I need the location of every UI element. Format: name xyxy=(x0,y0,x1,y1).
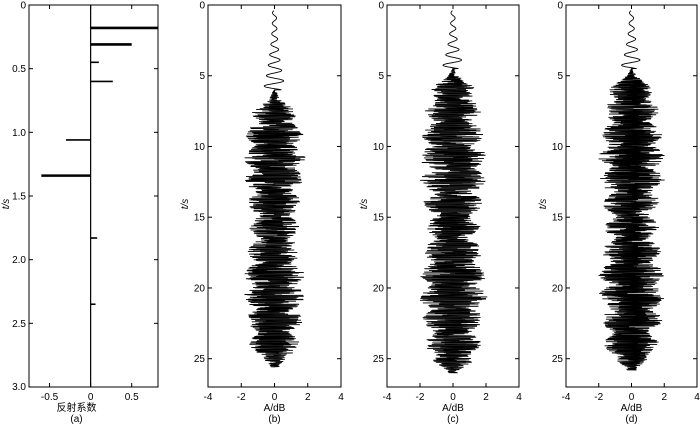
panel-a: 0 0.5 1.0 1.5 2.0 2.5 3.0 -0.5 0 0.5 t/s 反射系数(a) xyxy=(1,1,159,424)
panel-label: (a) xyxy=(70,414,82,424)
x-tick-label: -4 xyxy=(383,392,392,403)
y-tick-label: 0 xyxy=(199,1,205,12)
x-tick-label: 0 xyxy=(272,392,278,403)
x-tick-label: 4 xyxy=(694,392,700,403)
x-tick-label: -4 xyxy=(562,392,571,403)
seismic-trace xyxy=(598,10,665,371)
panel-label: (c) xyxy=(447,414,459,424)
y-axis-label: t/s xyxy=(359,199,370,210)
x-tick-label: -2 xyxy=(416,392,425,403)
y-tick-label: 10 xyxy=(194,142,206,153)
x-axis-label: A/dB xyxy=(264,403,286,414)
y-tick-label: 0 xyxy=(557,1,563,12)
y-axis-label: t/s xyxy=(538,199,549,210)
y-tick-label: 25 xyxy=(373,354,385,365)
x-tick-label: 0 xyxy=(450,392,456,403)
x-tick-label: 2 xyxy=(661,392,667,403)
x-tick-label: 2 xyxy=(305,392,311,403)
panel-d: 0 5 10 15 20 25 -4 -2 0 2 4 t/s A/dB(d) xyxy=(538,1,700,424)
x-tick-label: -4 xyxy=(204,392,213,403)
y-tick-label: 0.5 xyxy=(12,64,26,75)
y-tick-label: 5 xyxy=(557,71,563,82)
y-tick-label: 25 xyxy=(194,354,206,365)
seismic-trace xyxy=(419,10,488,374)
x-tick-label: 0.5 xyxy=(125,392,139,403)
y-tick-label: 20 xyxy=(194,283,206,294)
y-tick-label: 2.5 xyxy=(12,319,26,330)
y-tick-label: 2.0 xyxy=(12,255,26,266)
y-tick-label: 0 xyxy=(20,1,26,12)
x-tick-label: 4 xyxy=(338,392,344,403)
y-tick-label: 15 xyxy=(373,213,385,224)
y-tick-label: 15 xyxy=(194,213,206,224)
y-tick-label: 10 xyxy=(552,142,564,153)
x-axis-label: 反射系数 xyxy=(57,401,97,414)
y-tick-label: 15 xyxy=(552,213,564,224)
y-axis-label: t/s xyxy=(180,199,191,210)
x-tick-label: -0.5 xyxy=(41,392,59,403)
y-tick-label: 0 xyxy=(378,1,384,12)
y-tick-label: 10 xyxy=(373,142,385,153)
x-tick-label: -2 xyxy=(237,392,246,403)
x-axis-label: A/dB xyxy=(442,403,464,414)
x-tick-label: 0 xyxy=(629,392,635,403)
y-tick-label: 5 xyxy=(378,71,384,82)
x-axis-label: A/dB xyxy=(621,403,643,414)
x-tick-label: 0 xyxy=(88,392,94,403)
y-tick-label: 25 xyxy=(552,354,564,365)
x-tick-label: 2 xyxy=(483,392,489,403)
seismic-trace xyxy=(244,10,306,368)
x-tick-label: 4 xyxy=(516,392,522,403)
y-tick-label: 20 xyxy=(373,283,385,294)
y-tick-label: 3.0 xyxy=(12,382,26,393)
y-tick-label: 1.0 xyxy=(12,128,26,139)
y-tick-label: 20 xyxy=(552,283,564,294)
y-tick-label: 5 xyxy=(199,71,205,82)
panel-label: (d) xyxy=(625,414,637,424)
y-axis-label: t/s xyxy=(1,199,12,210)
panel-c: 0 5 10 15 20 25 -4 -2 0 2 4 t/s A/dB(c) xyxy=(359,1,522,424)
x-tick-label: -2 xyxy=(594,392,603,403)
panel-b: 0 5 10 15 20 25 -4 -2 0 2 4 t/s A/dB(b) xyxy=(180,1,344,424)
y-tick-label: 1.5 xyxy=(12,192,26,203)
panel-label: (b) xyxy=(268,414,280,424)
